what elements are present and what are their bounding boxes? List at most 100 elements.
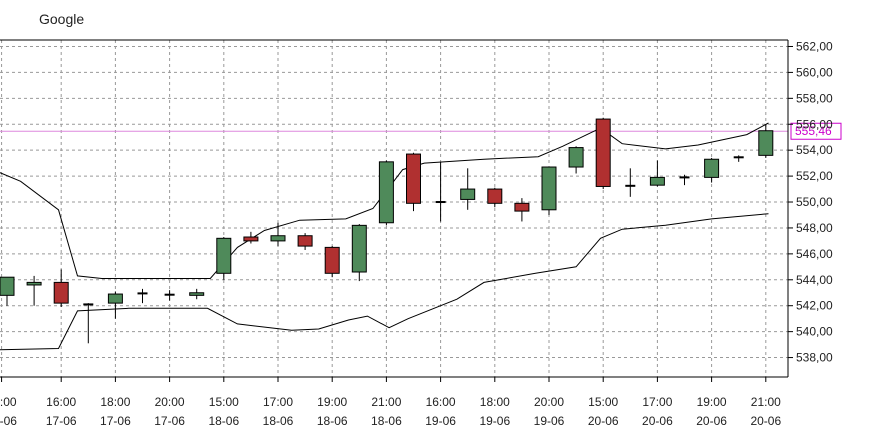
candle-body [704, 158, 720, 178]
candle [270, 222, 286, 247]
candle [216, 237, 232, 280]
candle-body [460, 188, 476, 200]
x-tick-time: 18:00 [100, 395, 130, 409]
x-tick-time: 20:00 [155, 395, 185, 409]
y-tick-label: 544,00 [796, 273, 833, 287]
y-tick-label: 548,00 [796, 221, 833, 235]
candle [487, 187, 503, 208]
candle [351, 224, 367, 282]
candle-body [26, 281, 42, 286]
candle [0, 276, 15, 306]
candle-body [406, 153, 421, 204]
candle-body [351, 224, 367, 273]
y-tick-label: 562,00 [796, 39, 833, 53]
last-price-box [790, 122, 842, 140]
x-tick-time: 18:00 [480, 395, 510, 409]
candle [83, 303, 94, 344]
candle [137, 288, 148, 304]
candle-body [541, 166, 557, 211]
x-tick-time: 16:00 [426, 395, 456, 409]
candle-body [53, 281, 69, 304]
x-tick-time: 15:00 [209, 395, 239, 409]
candle [758, 124, 774, 158]
x-tick-date: 18-06 [263, 414, 294, 428]
x-tick-date: 20-06 [588, 414, 619, 428]
x-tick-time: 19:00 [317, 395, 347, 409]
x-tick-time: 15:00 [588, 395, 618, 409]
x-tick-time: 20:00 [534, 395, 564, 409]
candle [704, 157, 720, 183]
candle-body [189, 292, 205, 296]
candle [378, 160, 394, 226]
candle [733, 155, 744, 162]
x-tick-date: 20-06 [696, 414, 727, 428]
x-tick-date: 18-06 [317, 414, 348, 428]
candle [625, 168, 636, 197]
bollinger-bands [0, 122, 769, 351]
chart-title: Google [39, 11, 85, 27]
candle-body [297, 235, 313, 247]
y-tick-label: 554,00 [796, 143, 833, 157]
candle-body [216, 237, 232, 274]
candle-body [595, 118, 611, 187]
grid [0, 40, 788, 377]
band-upper [0, 122, 769, 279]
x-tick-date: 19-06 [534, 414, 565, 428]
candles [0, 117, 774, 344]
candle-body [514, 202, 530, 212]
candle [324, 246, 340, 278]
candle [595, 117, 611, 190]
y-tick-label: 552,00 [796, 169, 833, 183]
candle [189, 288, 205, 300]
x-tick-date: 16-06 [0, 414, 17, 428]
x-tick-date: 17-06 [100, 414, 131, 428]
candle-body [107, 293, 123, 304]
candle [649, 160, 665, 187]
candle [243, 231, 259, 244]
x-tick-date: 19-06 [425, 414, 456, 428]
x-tick-date: 17-06 [154, 414, 185, 428]
candle [53, 269, 69, 308]
candle-body [568, 147, 584, 168]
x-tick-time: 14:00 [0, 395, 17, 409]
candle-body [324, 246, 340, 274]
x-tick-date: 19-06 [479, 414, 510, 428]
x-tick-time: 16:00 [46, 395, 76, 409]
candle-body [758, 130, 774, 156]
candle-body [378, 161, 394, 224]
candle [26, 275, 42, 306]
band-lower [0, 213, 769, 351]
x-tick-date: 17-06 [46, 414, 77, 428]
x-tick-date: 18-06 [371, 414, 402, 428]
y-tick-label: 550,00 [796, 195, 833, 209]
candle-body [243, 236, 259, 242]
last-price-label: 555,46 [795, 124, 832, 138]
last-price-line: 555,46 [0, 122, 842, 140]
candle [541, 166, 557, 215]
axes: 538,00 540,00 542,00 544,00 546,00 548,00 550,… [0, 39, 833, 428]
candle-body [649, 176, 665, 186]
y-tick-label: 542,00 [796, 299, 833, 313]
y-tick-label: 538,00 [796, 351, 833, 365]
y-tick-label: 540,00 [796, 325, 833, 339]
candle-body [487, 188, 503, 204]
candle [164, 290, 175, 301]
x-tick-time: 19:00 [697, 395, 727, 409]
candle-body [270, 235, 286, 242]
x-tick-time: 17:00 [263, 395, 293, 409]
candle [568, 146, 584, 174]
y-tick-label: 556,00 [796, 117, 833, 131]
candle [107, 291, 123, 319]
x-tick-date: 20-06 [750, 414, 781, 428]
y-tick-label: 558,00 [796, 91, 833, 105]
y-tick-label: 546,00 [796, 247, 833, 261]
x-tick-time: 21:00 [751, 395, 781, 409]
x-tick-date: 18-06 [208, 414, 239, 428]
x-tick-time: 17:00 [642, 395, 672, 409]
candle [514, 198, 530, 222]
x-tick-date: 20-06 [642, 414, 673, 428]
candle [679, 174, 690, 186]
y-tick-label: 560,00 [796, 65, 833, 79]
